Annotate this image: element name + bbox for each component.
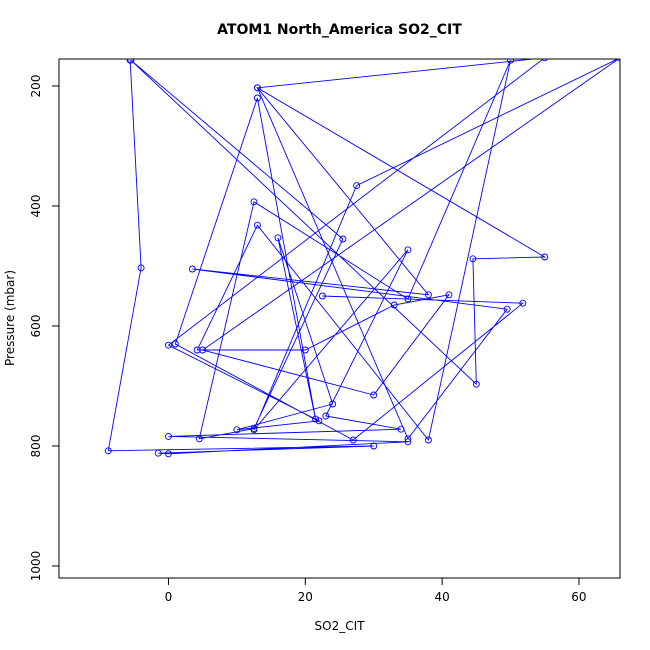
data-point: [370, 442, 378, 450]
data-point: [165, 432, 172, 440]
chart-title: ATOM1 North_America SO2_CIT: [217, 22, 462, 38]
y-tick-label: 200: [29, 75, 43, 98]
data-point: [301, 346, 309, 354]
data-point: [154, 449, 162, 457]
data-point: [469, 255, 477, 263]
data-point: [349, 436, 357, 444]
data-point: [390, 301, 398, 309]
data-point: [541, 59, 548, 62]
data-point: [318, 292, 326, 300]
x-tick-label: 40: [434, 590, 449, 604]
data-point: [165, 341, 172, 349]
data-point: [137, 264, 145, 272]
data-point: [541, 253, 549, 261]
y-axis-label: Pressure (mbar): [3, 270, 17, 366]
data-point: [404, 435, 412, 443]
y-tick-label: 1000: [29, 551, 43, 582]
data-point: [424, 436, 432, 444]
data-point: [233, 426, 241, 434]
data-point: [339, 235, 347, 243]
plot-frame: [58, 58, 621, 579]
data-point: [250, 425, 258, 433]
data-point: [424, 291, 432, 299]
data-point: [315, 417, 323, 425]
x-tick-label: 20: [298, 590, 313, 604]
data-point: [199, 346, 207, 354]
data-point: [274, 234, 282, 242]
data-point: [195, 435, 203, 443]
data-point: [507, 59, 514, 64]
data-point: [353, 182, 361, 190]
data-point: [104, 447, 112, 455]
x-tick-label: 60: [571, 590, 586, 604]
data-point: [193, 346, 201, 354]
x-tick-label: 0: [165, 590, 173, 604]
data-point: [253, 221, 261, 229]
data-point: [127, 59, 135, 64]
data-point: [329, 400, 337, 408]
data-point: [253, 94, 261, 102]
data-point: [519, 299, 527, 307]
data-point: [312, 415, 319, 423]
x-axis-label: SO2_CIT: [315, 619, 366, 633]
data-point: [404, 295, 412, 303]
data-point: [404, 246, 412, 254]
y-tick-label: 600: [29, 315, 43, 338]
x-axis: 0 20 40 60: [165, 577, 587, 604]
data-point: [404, 438, 412, 446]
data-point: [503, 305, 511, 313]
y-axis: 200 400 600 800 1000: [29, 75, 60, 582]
data-point: [397, 425, 405, 433]
y-tick-label: 400: [29, 195, 43, 218]
y-tick-label: 800: [29, 435, 43, 458]
data-point: [165, 450, 172, 458]
data-point: [188, 265, 196, 273]
data-point: [171, 340, 179, 348]
series-layer: [104, 59, 620, 458]
data-point: [445, 291, 453, 299]
data-point: [370, 391, 378, 399]
data-point: [322, 412, 330, 420]
series-line: [107, 59, 620, 455]
data-point: [250, 198, 258, 206]
data-point: [253, 84, 261, 92]
data-point: [472, 380, 480, 388]
